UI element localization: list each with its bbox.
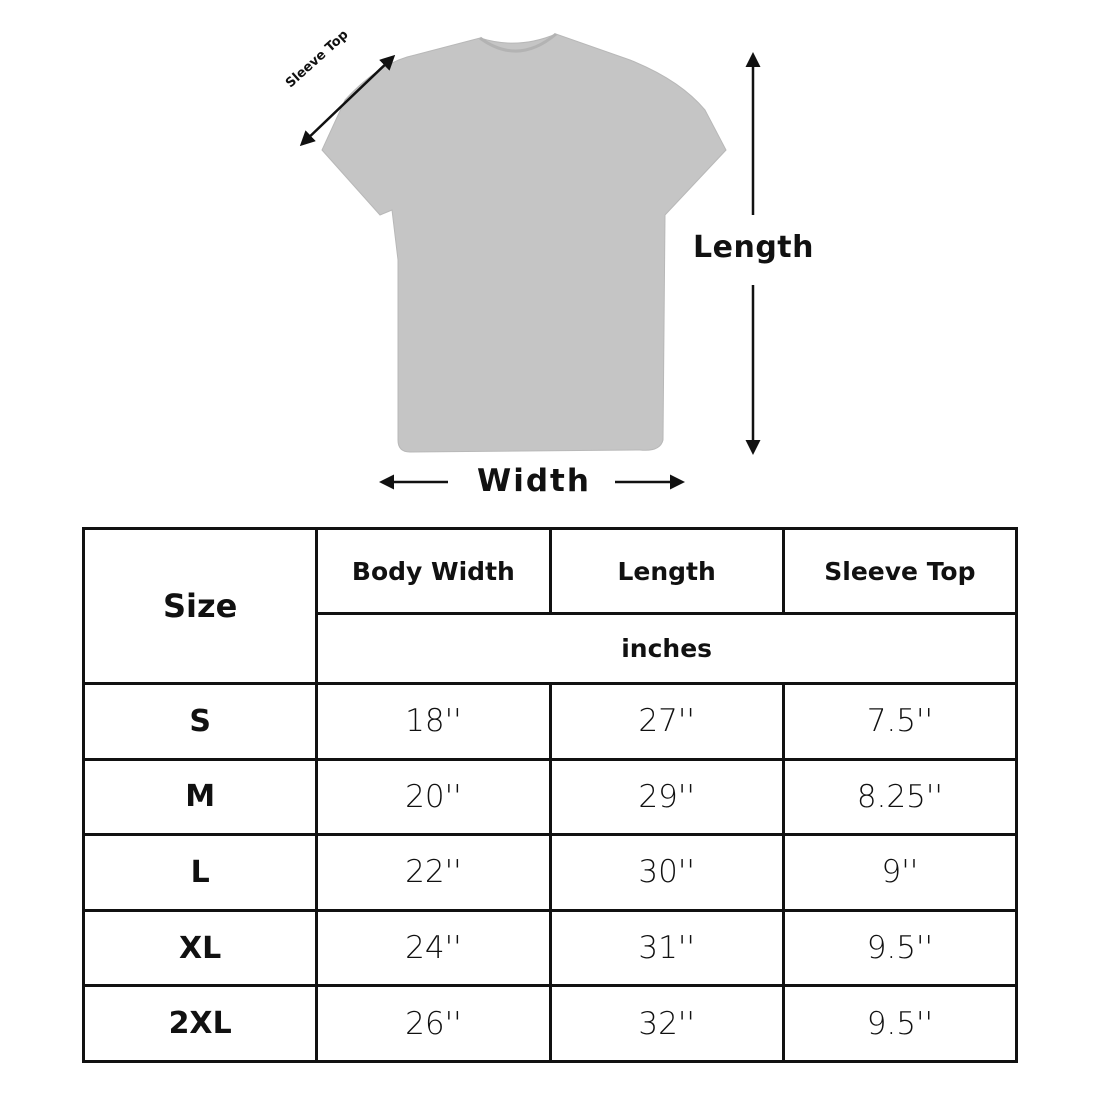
body-width-cell: 20''	[315, 757, 552, 837]
table-row: L 22'' 30'' 9''	[81, 833, 1019, 912]
sleeve-top-cell: 8.25''	[781, 757, 1019, 837]
length-cell: 27''	[548, 682, 785, 761]
body-width-cell: 24''	[315, 908, 552, 988]
size-chart-table: Size Body Width Length Sleeve Top inches…	[81, 526, 1019, 1063]
size-cell: 2XL	[81, 984, 319, 1063]
tshirt-diagram	[299, 32, 761, 490]
size-header: Size	[81, 526, 319, 686]
table-row: S 18'' 27'' 7.5''	[81, 682, 1019, 761]
sleeve-top-cell: 9.5''	[781, 984, 1019, 1063]
width-label: Width	[477, 463, 591, 499]
length-header: Length	[548, 526, 785, 616]
size-cell: XL	[81, 908, 319, 988]
length-cell: 29''	[548, 757, 785, 837]
size-cell: S	[81, 682, 319, 761]
body-width-header: Body Width	[315, 526, 552, 616]
length-cell: 32''	[548, 984, 785, 1063]
table-row: 2XL 26'' 32'' 9.5''	[81, 984, 1019, 1063]
sleeve-top-header: Sleeve Top	[781, 526, 1019, 616]
sleeve-top-cell: 9.5''	[781, 908, 1019, 988]
header-row: Size Body Width Length Sleeve Top	[81, 526, 1019, 686]
length-cell: 31''	[548, 908, 785, 988]
sleeve-top-cell: 9''	[781, 833, 1019, 912]
unit-row: inches	[84, 612, 1018, 686]
size-cell: M	[81, 757, 319, 837]
unit-header: inches	[315, 612, 1018, 686]
sleeve-top-cell: 7.5''	[781, 682, 1019, 761]
sleeve-arrow	[299, 54, 396, 147]
tshirt-image	[321, 33, 727, 453]
table-row: XL 24'' 31'' 9.5''	[81, 908, 1019, 988]
body-width-cell: 22''	[315, 833, 552, 912]
body-width-cell: 26''	[315, 984, 552, 1063]
size-cell: L	[81, 833, 319, 912]
table-row: M 20'' 29'' 8.25''	[81, 757, 1019, 837]
length-label: Length	[693, 230, 814, 265]
body-width-cell: 18''	[315, 682, 552, 761]
length-cell: 30''	[548, 833, 785, 912]
